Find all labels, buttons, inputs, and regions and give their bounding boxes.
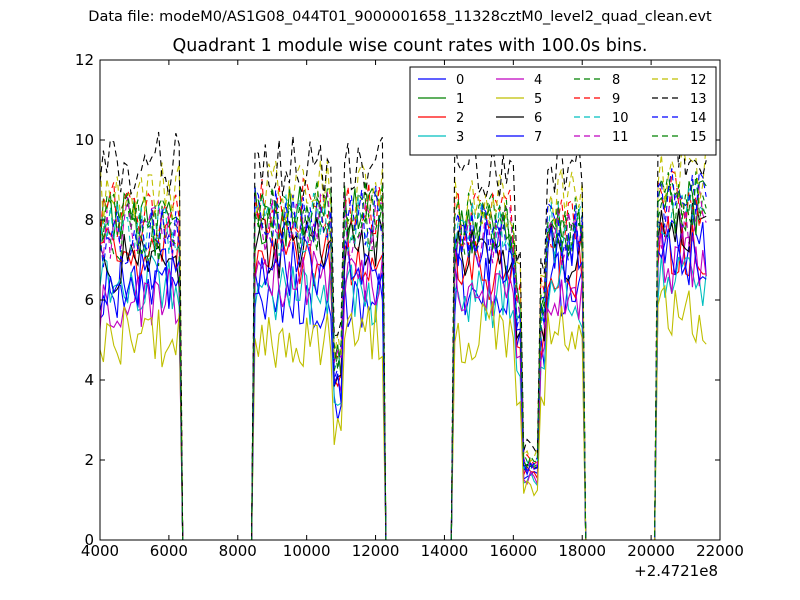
- legend-label-1: 1: [456, 92, 464, 107]
- legend-label-11: 11: [612, 130, 629, 145]
- series-line-2: [100, 218, 707, 540]
- y-tick-label: 0: [84, 531, 94, 549]
- series-line-13: [100, 118, 707, 540]
- legend-label-7: 7: [534, 130, 542, 145]
- figure-suptitle: Data file: modeM0/AS1G08_044T01_90000016…: [88, 9, 712, 25]
- series-line-10: [100, 181, 707, 540]
- legend-box: [409, 66, 717, 156]
- series-line-8: [100, 180, 707, 540]
- series-line-14: [100, 168, 707, 540]
- x-tick-label: 14000: [421, 542, 469, 560]
- series-line-15: [100, 171, 707, 540]
- series-line-3: [100, 254, 707, 540]
- y-tick-label: 8: [84, 211, 94, 229]
- legend-label-3: 3: [456, 130, 464, 145]
- legend-label-13: 13: [690, 92, 707, 107]
- legend-label-14: 14: [690, 111, 707, 126]
- series-line-12: [100, 141, 707, 540]
- chart-title: Quadrant 1 module wise count rates with …: [172, 36, 648, 56]
- legend-label-10: 10: [612, 111, 629, 126]
- x-tick-label: 8000: [219, 542, 257, 560]
- series-line-4: [100, 233, 707, 540]
- x-tick-label: 4000: [81, 542, 119, 560]
- series-line-7: [100, 221, 707, 540]
- x-tick-label: 6000: [150, 542, 188, 560]
- legend-label-4: 4: [534, 73, 542, 88]
- series-line-9: [100, 170, 707, 540]
- y-tick-label: 12: [75, 51, 94, 69]
- legend-label-5: 5: [534, 92, 542, 107]
- legend-label-6: 6: [534, 111, 542, 126]
- x-tick-label: 20000: [627, 542, 675, 560]
- legend-label-15: 15: [690, 130, 707, 145]
- y-tick-label: 10: [75, 131, 94, 149]
- x-tick-label: 22000: [696, 542, 744, 560]
- axes: 4000 6000 8000 10000 12000 14000 16000 18000 200…: [75, 51, 744, 560]
- legend-label-9: 9: [612, 92, 620, 107]
- y-tick-label: 6: [84, 291, 94, 309]
- legend-label-8: 8: [612, 73, 620, 88]
- x-tick-label: 12000: [352, 542, 400, 560]
- legend-label-0: 0: [456, 73, 464, 88]
- x-offset-label: +2.4721e8: [634, 562, 718, 580]
- y-tick-label: 4: [84, 371, 94, 389]
- series-line-1: [100, 180, 707, 540]
- legend-label-12: 12: [690, 73, 707, 88]
- series-line-6: [100, 202, 707, 540]
- y-tick-label: 2: [84, 451, 94, 469]
- x-tick-label: 10000: [283, 542, 331, 560]
- series-line-5: [100, 284, 707, 540]
- series-line-11: [100, 186, 707, 540]
- series-line-0: [100, 212, 707, 540]
- legend-label-2: 2: [456, 111, 464, 126]
- x-tick-label: 18000: [558, 542, 606, 560]
- x-tick-label: 16000: [489, 542, 537, 560]
- plot-area: [100, 118, 707, 540]
